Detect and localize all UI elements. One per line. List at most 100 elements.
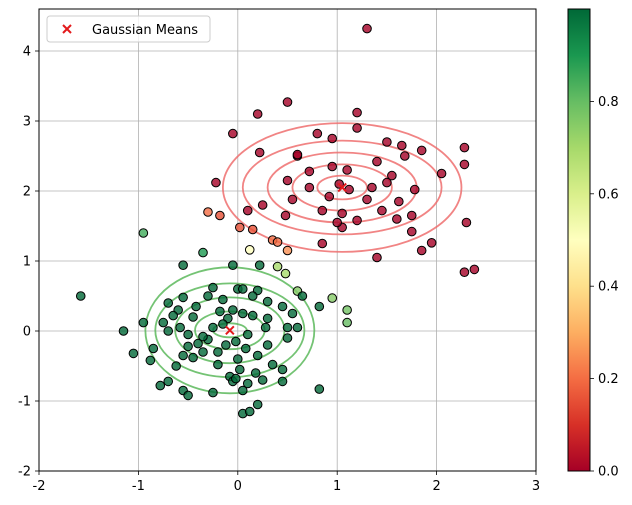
- data-point: [118, 326, 129, 336]
- legend-marker-x-icon: [62, 24, 72, 34]
- data-point: [406, 226, 417, 237]
- mean-marker: [337, 182, 347, 193]
- data-point: [198, 331, 208, 342]
- legend: Gaussian Means: [46, 15, 211, 43]
- data-point: [242, 329, 253, 340]
- y-tick-label: 0: [23, 325, 31, 340]
- data-point: [244, 406, 255, 417]
- data-point: [416, 145, 427, 156]
- data-point: [242, 378, 253, 389]
- data-point: [163, 376, 174, 387]
- data-point: [145, 355, 156, 366]
- data-point: [394, 196, 404, 207]
- data-point: [231, 373, 241, 384]
- data-point: [191, 301, 201, 312]
- data-point: [262, 296, 273, 307]
- data-point: [304, 166, 315, 177]
- data-point: [342, 305, 352, 315]
- data-point: [213, 347, 223, 357]
- data-point: [282, 322, 293, 333]
- data-point: [183, 341, 193, 352]
- data-point: [138, 317, 149, 328]
- data-point: [352, 123, 362, 133]
- data-point: [234, 364, 245, 375]
- data-point: [459, 267, 470, 278]
- data-point: [247, 224, 258, 235]
- data-point: [312, 128, 323, 139]
- data-point: [237, 308, 248, 319]
- colorbar-tick-label: 0.8: [598, 95, 619, 110]
- data-point: [344, 184, 354, 195]
- y-tick-label: 2: [23, 185, 31, 200]
- data-point: [233, 354, 243, 364]
- data-point: [287, 308, 298, 319]
- data-point: [267, 359, 278, 370]
- data-point: [171, 361, 181, 371]
- data-point: [198, 247, 208, 258]
- data-point: [215, 210, 225, 221]
- data-point: [262, 340, 273, 350]
- data-point: [297, 291, 308, 301]
- data-point: [352, 107, 362, 118]
- gaussian-means: [225, 182, 347, 336]
- x-tick-label: 3: [532, 479, 540, 494]
- data-point: [426, 238, 437, 248]
- data-point: [254, 260, 265, 271]
- data-point: [292, 322, 303, 333]
- data-point: [128, 348, 139, 359]
- data-point: [163, 298, 174, 308]
- colorbar-tick-label: 0.4: [598, 280, 619, 295]
- data-point: [257, 200, 268, 210]
- data-point: [178, 292, 188, 303]
- data-point: [372, 252, 382, 263]
- data-point: [188, 352, 198, 363]
- data-point: [250, 368, 261, 378]
- data-point: [237, 284, 248, 294]
- data-point: [409, 184, 420, 195]
- x-tick-label: -1: [132, 479, 145, 494]
- data-point: [198, 347, 208, 357]
- data-point: [218, 294, 228, 305]
- gaussian-contours: [144, 122, 463, 395]
- data-point: [461, 217, 472, 228]
- data-point: [327, 161, 338, 172]
- data-point: [203, 291, 213, 301]
- data-point: [228, 260, 238, 271]
- data-point: [237, 385, 248, 396]
- data-point: [252, 109, 263, 119]
- data-point: [158, 317, 169, 328]
- data-point: [234, 222, 245, 233]
- colorbar: 0.0 0.2 0.4 0.6 0.8: [567, 8, 619, 480]
- data-point: [272, 261, 283, 272]
- data-point: [292, 149, 303, 160]
- data-point: [247, 310, 258, 321]
- data-point: [254, 147, 265, 158]
- data-point: [208, 387, 218, 398]
- data-point: [148, 343, 159, 354]
- colorbar-tick-label: 0.2: [598, 372, 619, 387]
- data-point: [247, 291, 258, 301]
- data-point: [252, 399, 263, 410]
- data-point: [163, 326, 174, 336]
- data-point: [218, 319, 228, 329]
- data-point: [208, 282, 218, 293]
- data-point: [327, 293, 338, 303]
- data-point: [387, 170, 397, 181]
- data-point: [138, 228, 149, 238]
- x-tick-label: 0: [234, 479, 242, 494]
- data-point: [282, 97, 293, 107]
- data-point: [362, 23, 372, 34]
- data-point: [240, 343, 251, 354]
- y-tick-label: -2: [18, 465, 31, 480]
- data-point: [215, 306, 225, 317]
- data-point: [342, 165, 352, 175]
- y-tick-label: 1: [23, 255, 31, 270]
- data-point: [277, 364, 288, 375]
- data-point: [178, 260, 188, 271]
- data-point: [252, 350, 263, 361]
- data-point: [459, 142, 470, 153]
- data-point: [382, 177, 392, 188]
- x-tick-label: 1: [333, 479, 341, 494]
- data-point: [168, 310, 178, 321]
